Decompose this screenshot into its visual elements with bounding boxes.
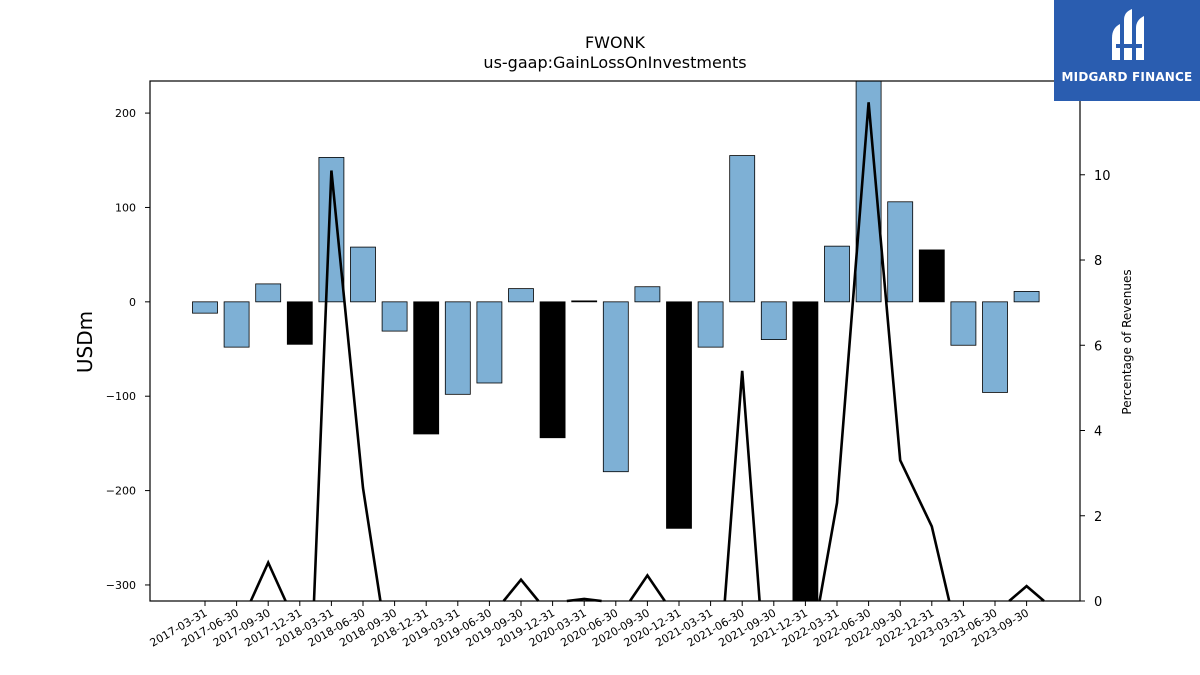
bar-2023-09-30 (1013, 291, 1040, 303)
bar-2019-09-30 (508, 288, 534, 303)
bar-2022-03-31 (824, 245, 850, 303)
bar-2019-03-31 (444, 301, 471, 395)
bar-2022-12-31 (918, 249, 945, 303)
bar-2020-06-30 (602, 301, 629, 473)
y-tick-label: 100 (115, 201, 136, 214)
bar-2019-06-30 (476, 301, 503, 384)
y2-tick-label: 4 (1094, 425, 1102, 440)
bar-2019-12-31 (539, 301, 566, 439)
bar-2017-12-31 (286, 301, 313, 345)
bar-2023-06-30 (982, 301, 1008, 393)
y-tick-label: −200 (106, 485, 136, 498)
y2-axis-label: Percentage of Revenues (1120, 269, 1134, 414)
bar-2020-03-31 (571, 300, 598, 303)
bar-2021-09-30 (760, 301, 787, 340)
y2-tick-label: 2 (1094, 510, 1102, 525)
bar-2017-06-30 (223, 301, 250, 348)
y2-tick-label: 8 (1094, 254, 1102, 269)
bar-2021-03-31 (697, 301, 724, 348)
y-tick-label: −100 (106, 390, 136, 403)
bar-2020-09-30 (634, 286, 661, 303)
bar-2021-12-31 (792, 301, 819, 601)
bar-2020-12-31 (666, 301, 692, 529)
chart-subtitle: us-gaap:GainLossOnInvestments (483, 53, 746, 72)
y-tick-label: −300 (106, 579, 136, 592)
bar-2021-06-30 (729, 155, 756, 303)
percentage-line (249, 102, 1045, 603)
bar-layer (192, 81, 1040, 601)
logo-text: MIDGARD FINANCE (1061, 70, 1193, 84)
midgard-finance-logo: MIDGARD FINANCE (1054, 0, 1200, 101)
chart-title: FWONK (585, 33, 646, 52)
logo-mark-icon (1112, 9, 1144, 60)
bar-2017-03-31 (192, 301, 218, 314)
y2-tick-label: 6 (1094, 339, 1102, 354)
y2-tick-label: 0 (1094, 595, 1102, 610)
bar-2022-09-30 (887, 201, 914, 303)
bar-2017-09-30 (255, 283, 282, 303)
bar-2018-06-30 (350, 246, 376, 303)
bar-2023-03-31 (950, 301, 977, 346)
line-layer (249, 102, 1045, 603)
y-tick-label: 0 (129, 296, 136, 309)
y-axis-label: USDm (73, 311, 97, 373)
y-tick-label: 200 (115, 107, 136, 120)
bar-2018-12-31 (413, 301, 440, 435)
y2-tick-label: 10 (1094, 169, 1111, 184)
plot-frame (149, 80, 1081, 602)
bar-2018-09-30 (381, 301, 408, 332)
